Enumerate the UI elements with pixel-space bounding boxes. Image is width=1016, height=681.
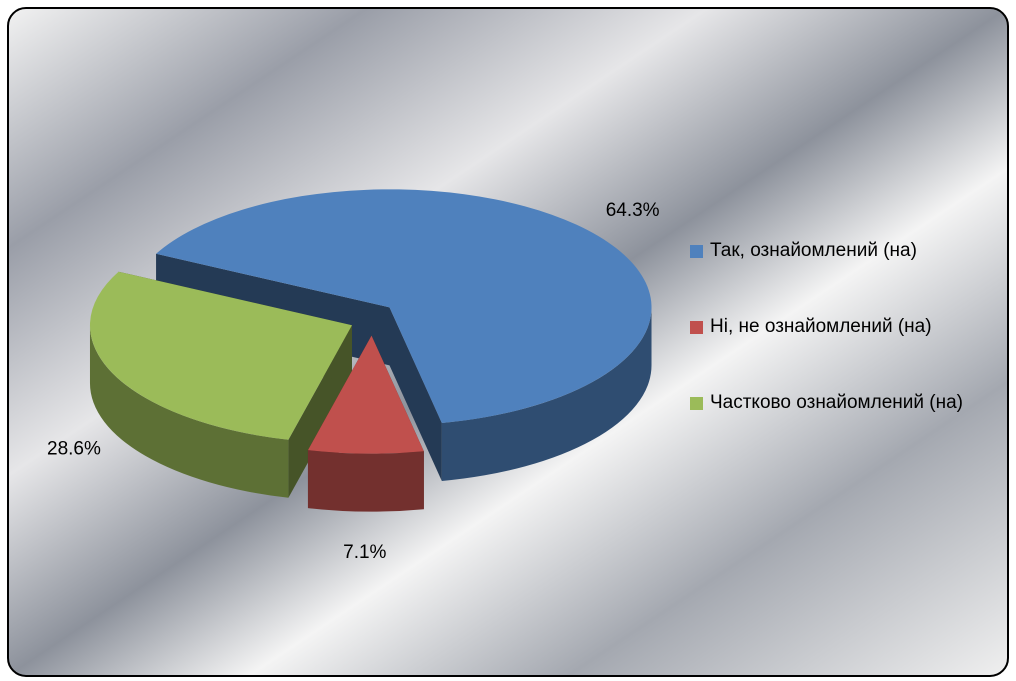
legend-label: Ні, не ознайомлений (на) [710, 316, 932, 337]
slice-cut-face [389, 307, 442, 481]
legend-swatch [690, 245, 703, 258]
slice-side [441, 307, 652, 481]
slice [307, 335, 424, 454]
pie: 64.3% 7.1% 28.6% [47, 189, 660, 563]
data-label: 7.1% [343, 542, 386, 563]
legend-item: Ні, не ознайомлений (на) [690, 314, 1008, 340]
data-label: 64.3% [606, 200, 660, 221]
slice-side [307, 450, 424, 512]
slice-side [89, 325, 289, 498]
data-label: 28.6% [47, 438, 101, 459]
legend-label: Так, ознайомлений (на) [710, 240, 917, 261]
legend-swatch [690, 397, 703, 410]
slice [89, 271, 352, 440]
legend-swatch [690, 321, 703, 334]
slice [156, 189, 652, 423]
legend: Так, ознайомлений (на) Ні, не ознайомлени… [690, 238, 1008, 466]
legend-label: Частково ознайомлений (на) [710, 392, 963, 413]
legend-item: Частково ознайомлений (на) [690, 390, 1008, 416]
legend-item: Так, ознайомлений (на) [690, 238, 1008, 264]
